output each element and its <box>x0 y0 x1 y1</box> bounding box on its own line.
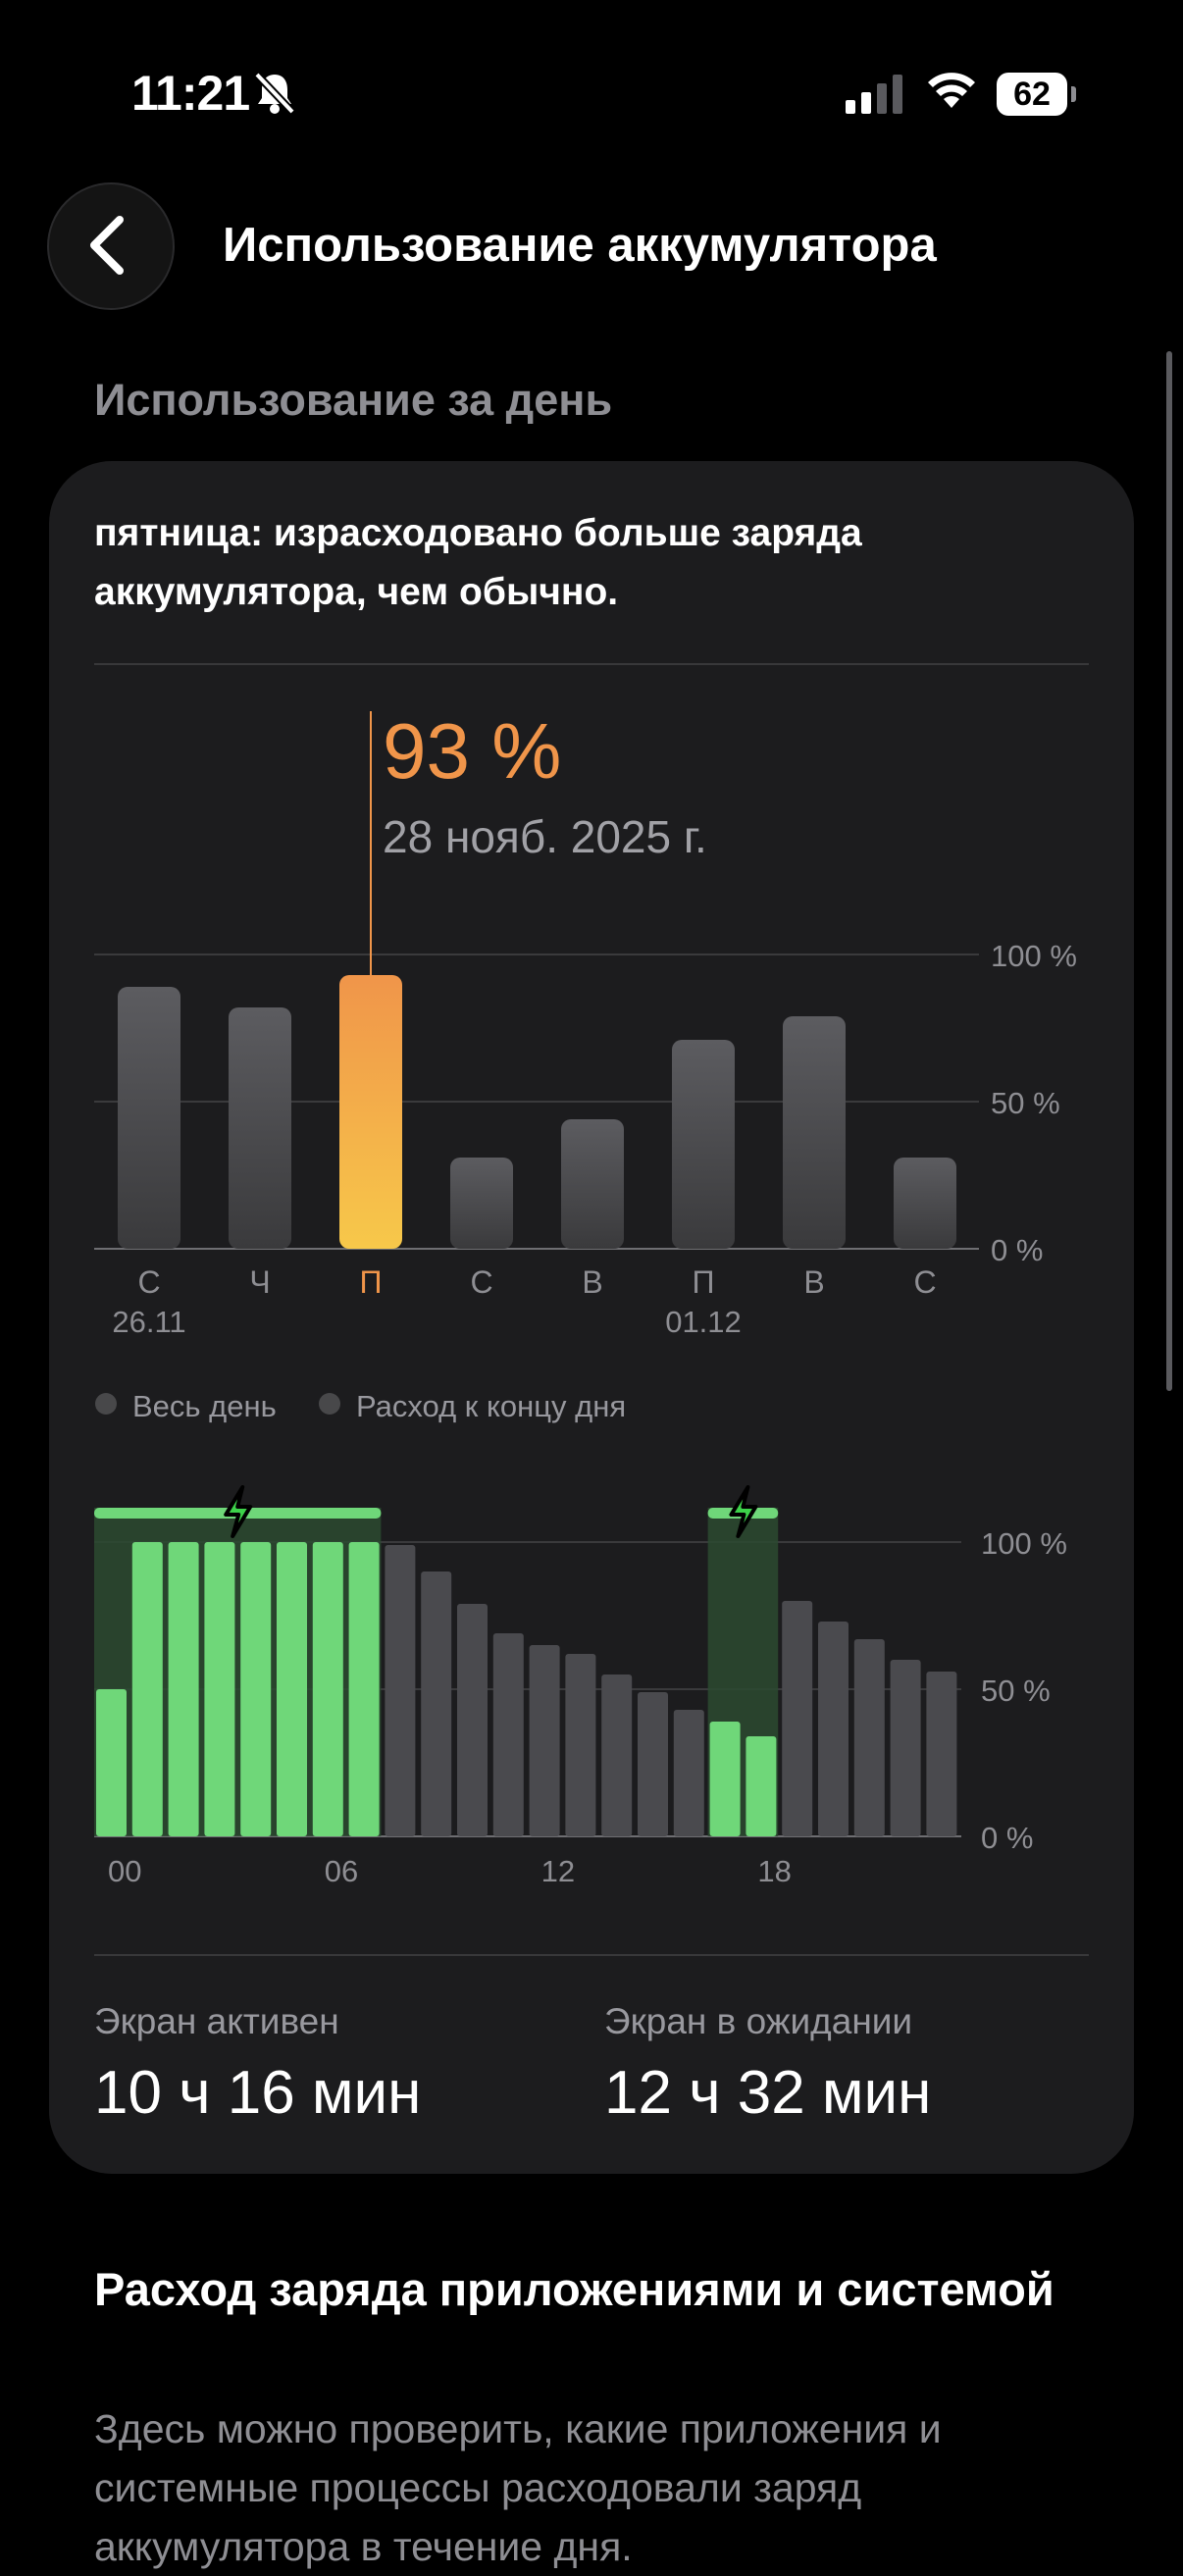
hour-bar[interactable] <box>168 1542 199 1836</box>
day-bar[interactable] <box>339 975 402 1249</box>
hour-bar[interactable] <box>853 1639 885 1836</box>
back-button[interactable] <box>47 182 175 310</box>
y-tick-label: 0 % <box>991 1233 1043 1267</box>
x-date-label: 26.11 <box>112 1305 185 1339</box>
scrollbar[interactable] <box>1166 351 1172 1391</box>
y-tick-label: 100 % <box>981 1526 1067 1561</box>
x-tick-label: 06 <box>325 1854 358 1888</box>
hour-bar[interactable] <box>782 1601 813 1836</box>
hour-bar[interactable] <box>709 1722 741 1836</box>
x-date-label: 01.12 <box>665 1305 742 1339</box>
y-tick-label: 50 % <box>981 1674 1051 1708</box>
day-bar[interactable] <box>561 1119 624 1249</box>
chevron-left-icon <box>90 216 124 275</box>
hour-bar[interactable] <box>673 1710 704 1836</box>
x-tick-label: 18 <box>757 1854 791 1888</box>
divider <box>94 663 1089 665</box>
wifi-icon <box>926 69 977 117</box>
hour-bar[interactable] <box>348 1542 380 1836</box>
hour-bar[interactable] <box>926 1672 957 1836</box>
x-tick-label: 12 <box>541 1854 575 1888</box>
hour-bar[interactable] <box>96 1689 127 1836</box>
usage-card <box>49 461 1134 2174</box>
x-tick-label: Ч <box>249 1264 270 1300</box>
charging-bolt-icon <box>224 1485 253 1538</box>
day-bar[interactable] <box>450 1158 513 1249</box>
day-bar[interactable] <box>229 1007 291 1249</box>
screen-idle-value: 12 ч 32 мин <box>604 2059 932 2127</box>
day-bar[interactable] <box>894 1158 956 1249</box>
battery-indicator: 62 <box>997 73 1067 116</box>
hour-bar[interactable] <box>492 1633 524 1836</box>
hour-bar[interactable] <box>565 1654 596 1836</box>
x-tick-label: 00 <box>108 1854 141 1888</box>
hour-bar[interactable] <box>385 1545 416 1836</box>
screen-on-label: Экран активен <box>94 2001 339 2041</box>
legend-dot-all-day <box>95 1393 117 1415</box>
y-tick-label: 0 % <box>981 1821 1033 1855</box>
hour-bar[interactable] <box>131 1542 163 1836</box>
hour-bar[interactable] <box>638 1692 668 1836</box>
day-bar[interactable] <box>672 1040 735 1249</box>
legend-all-day: Весь день <box>132 1389 277 1423</box>
legend-dot-end-of-day <box>319 1393 340 1415</box>
hour-bar[interactable] <box>890 1660 921 1836</box>
hour-bar[interactable] <box>601 1674 633 1836</box>
status-time: 11:21 <box>131 66 250 121</box>
hour-bar[interactable] <box>818 1622 849 1836</box>
hour-bar[interactable] <box>240 1542 272 1836</box>
battery-tip <box>1071 86 1076 102</box>
selected-day-date: 28 нояб. 2025 г. <box>383 811 707 862</box>
hourly-battery-chart[interactable]: 0 % 50 % 100 % 00 06 12 18 <box>0 1471 1183 1903</box>
silent-bell-icon <box>253 71 296 121</box>
cellular-signal-icon <box>846 75 904 119</box>
hour-bar[interactable] <box>204 1542 235 1836</box>
screen-idle-label: Экран в ожидании <box>604 2001 913 2041</box>
hour-bar[interactable] <box>529 1645 560 1836</box>
hour-bar[interactable] <box>277 1542 307 1836</box>
divider <box>94 1954 1089 1956</box>
usage-summary-text: пятница: израсходовано больше заряда акк… <box>94 512 862 613</box>
screen-on-value: 10 ч 16 мин <box>94 2059 422 2127</box>
selected-day-percent: 93 % <box>383 707 562 795</box>
charging-bolt-icon <box>729 1485 758 1538</box>
hour-bar[interactable] <box>746 1736 777 1836</box>
hour-bar[interactable] <box>312 1542 343 1836</box>
x-tick-label: С <box>137 1264 160 1300</box>
day-bar[interactable] <box>783 1016 846 1249</box>
hour-bar[interactable] <box>421 1571 452 1836</box>
section-title-daily-usage: Использование за день <box>94 375 613 425</box>
x-tick-label: П <box>360 1264 383 1300</box>
legend-end-of-day: Расход к концу дня <box>356 1389 627 1423</box>
apps-section-title: Расход заряда приложениями и системой <box>94 2263 1054 2315</box>
x-tick-label: В <box>582 1264 602 1300</box>
apps-section-description: Здесь можно проверить, какие приложения … <box>94 2406 942 2569</box>
page-title: Использование аккумулятора <box>223 219 937 272</box>
y-tick-label: 50 % <box>991 1086 1060 1120</box>
x-tick-label: П <box>693 1264 715 1300</box>
day-bar[interactable] <box>118 987 180 1249</box>
x-tick-label: В <box>803 1264 824 1300</box>
x-tick-label: С <box>470 1264 492 1300</box>
x-tick-label: С <box>913 1264 936 1300</box>
daily-usage-chart[interactable]: 0 % 50 % 100 % С 26.11 Ч П С В П 01.12 В С <box>0 687 1183 1354</box>
hour-bar[interactable] <box>457 1604 488 1836</box>
y-tick-label: 100 % <box>991 939 1077 973</box>
